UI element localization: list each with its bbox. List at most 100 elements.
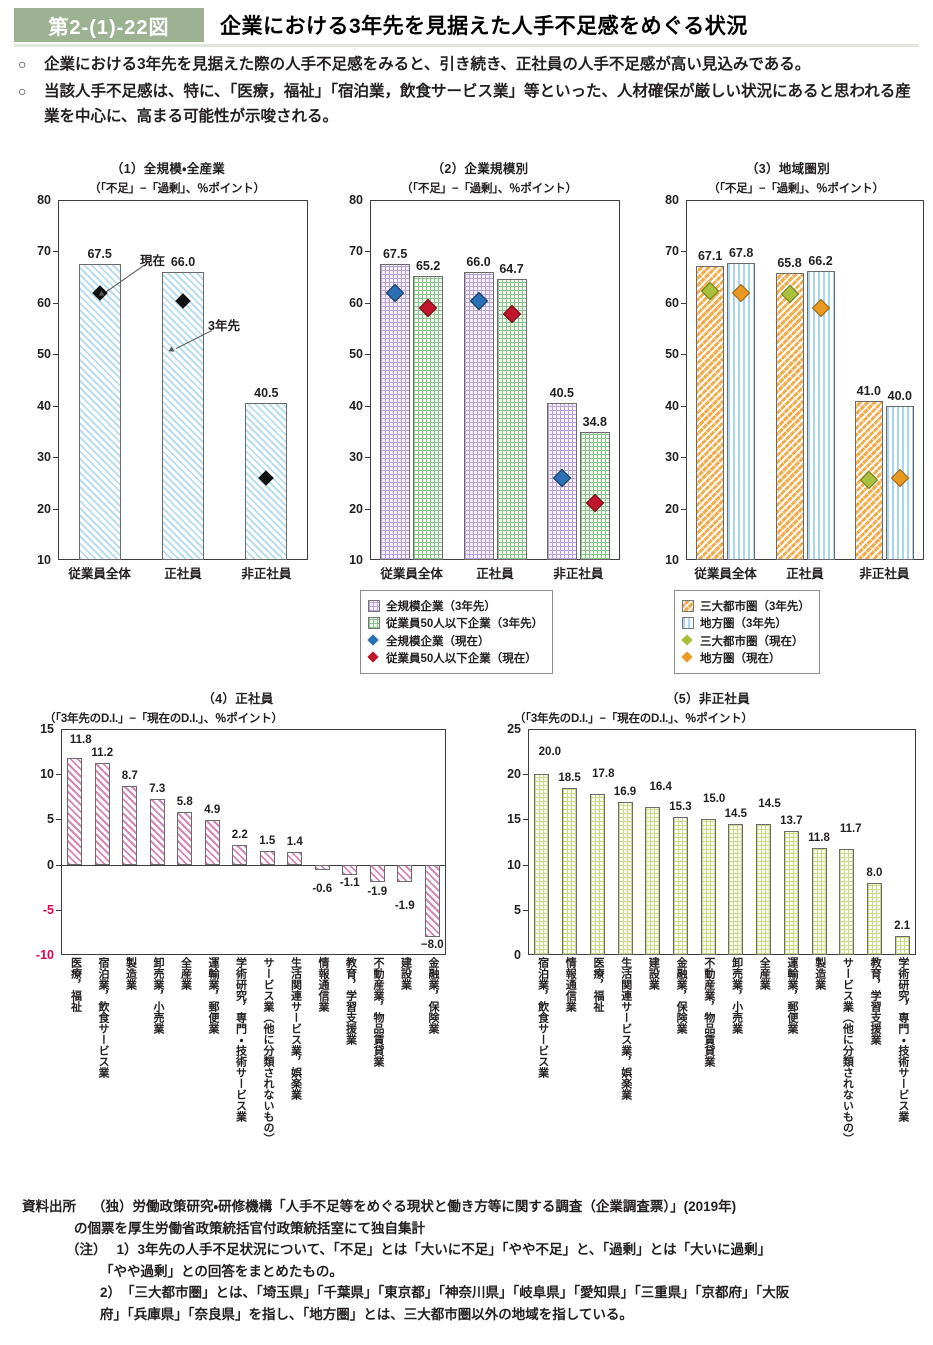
y-axis-tick-label: 30: [349, 450, 363, 465]
bar: [496, 278, 527, 560]
y-axis-tick-label: 5: [514, 902, 521, 917]
figure-number: 第2-(1)-22図: [14, 8, 204, 42]
legend-swatch-icon: [682, 599, 694, 612]
y-axis-tick-mark: [681, 302, 686, 304]
x-axis-category-label: 従業員全体: [380, 567, 443, 581]
x-axis-category-label: 不動産業，物品賃貸業: [702, 957, 715, 1067]
bullet-item: ○ 当該人手不足感は、特に、「医療，福祉」「宿泊業，飲食サービス業」等といった、…: [18, 79, 918, 129]
y-axis-tick-label: 50: [37, 347, 51, 362]
y-axis-tick-mark: [53, 302, 58, 304]
legend-label: 全規模企業（現在）: [386, 635, 490, 648]
bar-value-label: 67.5: [87, 247, 112, 262]
bar: [728, 823, 744, 955]
y-axis-tick-label: -5: [42, 902, 54, 917]
bar-value-label: 40.5: [254, 386, 279, 401]
bar: [232, 844, 248, 865]
legend-row: 三大都市圏（3年先）: [682, 598, 810, 614]
legend-diamond-icon: [367, 633, 380, 647]
y-axis-tick-label: 70: [37, 244, 51, 259]
chart-4-axes: [61, 729, 446, 955]
chart-1-all-scale: （1）全規模・全産業 （「不足」−「過剰」、％ポイント） 10 20 30 40 50 6…: [18, 158, 318, 582]
y-axis-tick-label: 10: [665, 553, 679, 567]
bar-value-label: 34.8: [582, 415, 607, 430]
bar-value-label: 15.3: [669, 800, 692, 813]
chart-3-ylabel: （「不足」−「過剰」、％ポイント）: [708, 183, 884, 195]
bar: [67, 757, 83, 865]
bar-value-label: -1.1: [339, 876, 360, 889]
bar-value-label: 67.5: [382, 247, 408, 262]
bar: [700, 819, 716, 955]
y-axis-tick-mark: [365, 251, 370, 253]
bar-value-label: 65.8: [777, 256, 802, 271]
bar: [287, 851, 303, 865]
y-axis-tick-label: 60: [665, 295, 679, 310]
bar: [645, 806, 661, 955]
bar-value-label: 17.8: [592, 768, 615, 781]
zero-line: [61, 864, 446, 866]
legend-row: 三大都市圏（現在）: [681, 633, 810, 649]
bar: [94, 763, 110, 865]
bullet-marker-icon: ○: [18, 83, 27, 100]
y-axis-tick-label: 70: [665, 244, 679, 259]
bar: [424, 864, 440, 937]
bar-value-label: 11.8: [808, 832, 830, 845]
title-divider: [14, 44, 919, 47]
bar-value-label: 1.4: [286, 835, 303, 848]
x-axis-category-label: 情報通信業: [564, 957, 577, 1012]
legend-row: 従業員50人以下企業（現在）: [367, 650, 543, 666]
note-1-row: （注） 1） 3年先の人手不足状況について、「不足」とは「大いに不足」「やや不足…: [22, 1239, 922, 1261]
chart-3-axes: [686, 200, 924, 560]
chart-4-title: （4）正社員: [202, 692, 274, 706]
bar: [259, 851, 275, 865]
y-axis-tick-label: 15: [40, 722, 54, 736]
x-axis-category-label: 非正社員: [553, 567, 604, 581]
bar: [397, 864, 413, 882]
bar: [122, 785, 138, 865]
y-axis-tick-label: 20: [507, 767, 521, 782]
note-lead: （注）: [66, 1242, 107, 1258]
y-axis-tick-mark: [681, 457, 686, 459]
chart-5-xaxis: 宿泊業，飲食サービス業 情報通信業 医療，福祉 生活関連サービス業，娯楽業 建設業 金融業…: [528, 955, 916, 1144]
x-axis-category-label: 生活関連サービス業，娯楽業: [619, 957, 632, 1100]
footnotes: 資料出所 （独）労働政策研究・研修機構「人手不足等をめぐる現状と働き方等に関する…: [22, 1196, 922, 1326]
note-2-line-2: 府」「兵庫県」「奈良県」を指し、「地方圏」とは、三大都市圏以外の地域を指している…: [100, 1306, 633, 1322]
bar: [672, 816, 688, 955]
figure-titlebar: 第2-(1)-22図 企業における3年先を見据えた人手不足感をめぐる状況: [14, 8, 919, 42]
page-title: 企業における3年先を見据えた人手不足感をめぐる状況: [204, 8, 919, 42]
legend-label: 地方圏（3年先）: [700, 618, 787, 630]
y-axis-tick-label: 5: [47, 812, 54, 827]
y-axis-tick-mark: [53, 457, 58, 459]
y-axis-tick-label: 80: [665, 193, 679, 207]
chart-3-title: （3）地域圏別: [745, 162, 831, 176]
chart-2-legend: 全規模企業（3年先） 従業員50人以下企業（3年先） 全規模企業（現在） 従業員50人…: [360, 590, 554, 674]
bar: [369, 864, 385, 882]
bar-value-label: 20.0: [538, 746, 562, 759]
y-axis-tick-mark: [681, 354, 686, 356]
y-axis-tick-label: 60: [37, 295, 51, 310]
bullet-marker-icon: ○: [18, 56, 27, 72]
chart-4-regular-employees: （4）正社員 （「3年先のD.I.」−「現在のD.I.」、％ポイント） 15 10…: [18, 688, 458, 1144]
y-axis-tick-mark: [523, 774, 528, 776]
chart-3-by-region: （3）地域圏別 （「不足」−「過剰」、％ポイント） 10 20 30 40 50 60 70…: [648, 158, 928, 674]
legend-swatch-icon: [368, 617, 380, 629]
x-axis-category-label: 非正社員: [859, 567, 910, 581]
y-axis-tick-mark: [56, 774, 61, 776]
y-axis-tick-label: 70: [349, 244, 363, 259]
note-1-line-2: 「やや過剰」との回答をまとめたもの。: [100, 1263, 343, 1279]
bar-value-label: 16.4: [649, 780, 672, 793]
legend-row: 全規模企業（3年先）: [368, 598, 543, 614]
bar-value-label: -1.9: [394, 899, 415, 912]
x-axis-category-label: 建設業: [399, 957, 412, 990]
source-lead: 資料出所: [22, 1199, 76, 1214]
bar: [727, 262, 756, 560]
x-axis-category-label: 卸売業，小売業: [730, 957, 743, 1034]
y-axis-tick-label: 10: [349, 553, 363, 567]
x-axis-category-label: 医療，福祉: [69, 957, 82, 1012]
note-2-number: 2）: [100, 1285, 122, 1301]
x-axis-category-label: サービス業（他に分類されないもの）: [261, 957, 274, 1144]
y-axis-tick-label: 40: [37, 398, 51, 413]
x-axis-category-label: 生活関連サービス業，娯楽業: [289, 957, 302, 1100]
chart-5-plot: 25 20 15 10 5 0 20.0 18.5 17.8 16.9 16.4 15.3 15.0 14…: [507, 722, 916, 962]
chart-3-legend: 三大都市圏（3年先） 地方圏（3年先） 三大都市圏（現在） 地方圏（現在）: [674, 590, 820, 674]
y-axis-tick-label: -10: [35, 948, 54, 962]
